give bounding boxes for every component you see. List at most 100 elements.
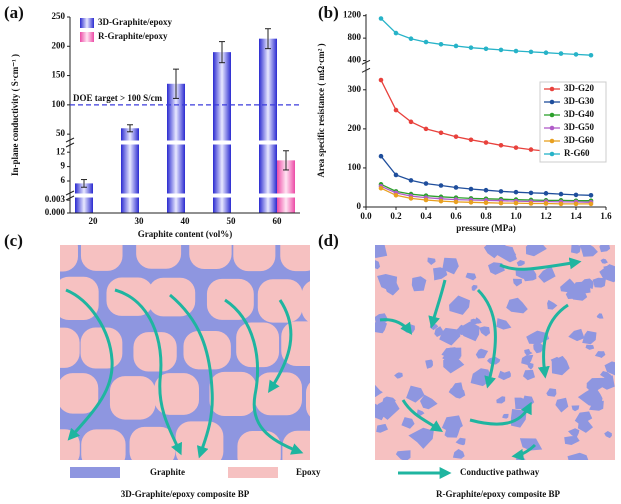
epoxy-cell — [233, 227, 275, 271]
y-tick-label: 9 — [61, 161, 66, 171]
epoxy-cell — [36, 233, 78, 272]
epoxy-cell — [81, 328, 123, 369]
legend-swatch — [550, 152, 555, 157]
y-tick-label: 0.003 — [45, 194, 66, 204]
y-tick-label: 0.000 — [45, 207, 66, 217]
epoxy-cell — [81, 429, 125, 469]
legend-label: 3D-G30 — [564, 96, 594, 106]
point — [394, 173, 399, 178]
epoxy-cell — [281, 321, 325, 366]
legend-label: 3D-G60 — [564, 135, 594, 145]
diagram-3d — [32, 224, 349, 475]
x-tick-label: 60 — [273, 216, 283, 226]
point — [484, 46, 489, 51]
bar — [213, 52, 231, 213]
y-tick-label: 100 — [348, 162, 362, 172]
point — [394, 193, 399, 198]
reference-label: DOE target > 100 S/cm — [73, 93, 163, 103]
epoxy-cell — [58, 373, 99, 413]
panel-label: (c) — [4, 231, 23, 250]
epoxy-cell — [54, 277, 99, 320]
point — [484, 200, 489, 205]
x-tick-label: 30 — [135, 216, 145, 226]
epoxy-cell — [176, 421, 224, 466]
y-tick-label: 0 — [357, 201, 362, 211]
epoxy-cell — [133, 332, 176, 371]
point — [379, 16, 384, 21]
point — [544, 201, 549, 206]
point — [424, 198, 429, 203]
point — [409, 36, 414, 41]
legend-label: Graphite — [150, 467, 185, 477]
point — [529, 147, 534, 152]
point — [424, 181, 429, 186]
point — [514, 49, 519, 54]
point — [424, 127, 429, 132]
x-tick-label: 1.0 — [510, 211, 522, 221]
epoxy-cell — [81, 230, 123, 271]
y-tick-label: 250 — [52, 11, 66, 21]
panel-label: (d) — [318, 231, 339, 250]
epoxy-cell — [207, 279, 254, 320]
panel-label: (a) — [4, 3, 24, 22]
point — [379, 78, 384, 83]
y-tick-label: 200 — [348, 123, 362, 133]
x-tick-label: 1.2 — [540, 211, 552, 221]
point — [499, 48, 504, 53]
point — [439, 42, 444, 47]
x-tick-label: 1.4 — [570, 211, 582, 221]
point — [589, 193, 594, 198]
y-tick-label: 300 — [348, 84, 362, 94]
point — [484, 140, 489, 145]
y-tick-label: 6 — [61, 175, 66, 185]
point — [454, 200, 459, 205]
legend-label: Epoxy — [296, 467, 321, 477]
point — [514, 201, 519, 206]
point — [409, 120, 414, 125]
x-tick-label: 0.2 — [390, 211, 402, 221]
point — [589, 53, 594, 58]
point — [439, 130, 444, 135]
x-tick-label: 0.4 — [420, 211, 432, 221]
x-axis-label: pressure (MPa) — [456, 223, 515, 233]
axis-break — [66, 194, 300, 198]
x-tick-label: 40 — [181, 216, 191, 226]
point — [454, 134, 459, 139]
point — [454, 44, 459, 49]
y-tick-label: 1200 — [343, 10, 362, 20]
bar — [75, 183, 93, 213]
legend-swatch — [550, 126, 555, 131]
point — [469, 200, 474, 205]
x-tick-label: 50 — [227, 216, 237, 226]
legend-swatch — [550, 87, 555, 92]
point — [469, 45, 474, 50]
epoxy-cell — [110, 376, 155, 419]
graphite-flake — [365, 241, 387, 258]
point — [439, 199, 444, 204]
y-tick-label: 200 — [52, 40, 66, 50]
x-tick-label: 1.6 — [600, 211, 612, 221]
point — [529, 191, 534, 196]
legend-swatch — [80, 32, 94, 42]
point — [484, 188, 489, 193]
legend-swatch — [550, 100, 555, 105]
y-axis-label: In-plane conductivity ( S·cm⁻¹ ) — [10, 54, 20, 176]
point — [499, 201, 504, 206]
point — [529, 201, 534, 206]
bar — [259, 39, 277, 213]
x-tick-label: 0.0 — [360, 211, 372, 221]
legend-swatch — [70, 467, 120, 478]
point — [409, 196, 414, 201]
point — [589, 202, 594, 207]
point — [379, 154, 384, 159]
x-tick-label: 0.8 — [480, 211, 492, 221]
legend-swatch — [550, 113, 555, 118]
x-axis-label: Graphite content (vol%) — [138, 229, 233, 239]
point — [409, 178, 414, 183]
caption: 3D-Graphite/epoxy composite BP — [121, 489, 250, 499]
legend-label: R-Graphite/epoxy — [98, 31, 168, 41]
x-tick-label: 20 — [89, 216, 99, 226]
point — [469, 187, 474, 192]
y-tick-label: 800 — [348, 32, 362, 42]
point — [529, 50, 534, 55]
